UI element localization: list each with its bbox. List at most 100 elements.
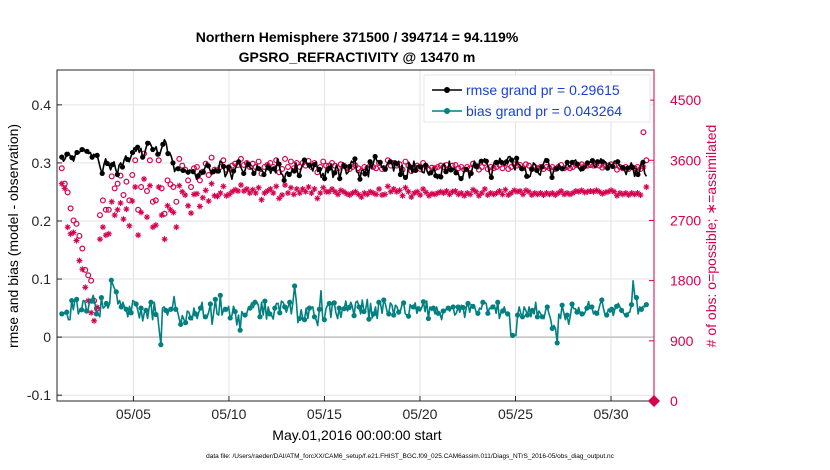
- rmse-point: [190, 169, 196, 175]
- bias-point: [272, 305, 278, 311]
- rmse-point: [508, 157, 515, 163]
- obs-assimilated-point: [258, 196, 265, 203]
- rmse-point: [84, 148, 90, 154]
- rmse-point: [357, 176, 363, 182]
- bias-point: [455, 304, 461, 310]
- rmse-point: [463, 166, 469, 172]
- bias-point: [192, 311, 199, 317]
- bias-point: [207, 301, 213, 307]
- y2-tick-label: 2700: [670, 212, 701, 228]
- y-tick-label: 0: [43, 329, 51, 345]
- rmse-point: [483, 158, 489, 164]
- bias-point: [83, 308, 90, 314]
- obs-assimilated-point: [625, 192, 632, 199]
- bias-point: [618, 307, 625, 314]
- obs-assimilated-point: [402, 184, 409, 191]
- obs-possible-point: [282, 155, 289, 162]
- bias-point: [465, 300, 471, 307]
- rmse-point: [301, 157, 307, 163]
- obs-assimilated-point: [519, 191, 526, 198]
- obs-assimilated-point: [120, 216, 127, 223]
- legend-rmse-label: rmse grand pr = 0.29615: [466, 82, 620, 98]
- rmse-point: [620, 164, 626, 171]
- obs-possible-point: [196, 177, 203, 184]
- bias-point: [420, 299, 427, 305]
- bias-point: [296, 315, 303, 322]
- bias-point: [153, 311, 159, 318]
- bias-point: [113, 289, 119, 295]
- bias-point: [638, 306, 645, 312]
- rmse-point: [524, 173, 530, 179]
- rmse-point: [165, 151, 171, 157]
- obs-assimilated-point: [243, 186, 250, 193]
- obs-assimilated-point: [185, 202, 192, 209]
- obs-possible-point: [79, 245, 86, 252]
- rmse-point: [412, 167, 419, 174]
- obs-possible-point: [164, 177, 171, 184]
- obs-possible-point: [255, 158, 262, 165]
- bias-point: [623, 312, 630, 318]
- bias-point: [564, 312, 570, 318]
- obs-possible-point: [170, 184, 177, 191]
- rmse-point: [615, 159, 621, 165]
- obs-possible-point: [70, 217, 77, 224]
- bias-point: [64, 309, 70, 315]
- rmse-point: [316, 166, 323, 172]
- obs-assimilated-point: [376, 186, 383, 193]
- rmse-point: [468, 170, 474, 176]
- x-tick-label: 05/30: [593, 406, 628, 422]
- rmse-point: [377, 159, 383, 165]
- bias-point: [88, 298, 95, 304]
- obs-assimilated-point: [373, 191, 380, 198]
- obs-assimilated-point: [173, 224, 180, 231]
- bias-point: [628, 302, 635, 308]
- bias-point: [168, 306, 174, 312]
- rmse-point: [225, 164, 232, 170]
- obs-assimilated-point: [82, 284, 89, 291]
- bias-point: [643, 302, 649, 308]
- rmse-point: [79, 146, 85, 153]
- obs-assimilated-point: [408, 194, 415, 201]
- bias-point: [529, 307, 536, 314]
- obs-assimilated-point: [105, 230, 112, 237]
- obs-possible-point: [284, 163, 291, 170]
- obs-assimilated-point: [152, 222, 159, 229]
- obs-assimilated-point: [64, 224, 71, 231]
- rmse-point: [195, 173, 201, 179]
- obs-assimilated-point: [405, 188, 412, 195]
- obs-assimilated-point: [273, 183, 280, 190]
- obs-possible-point: [522, 161, 529, 168]
- obs-assimilated-point: [208, 180, 215, 187]
- obs-possible-point: [96, 212, 103, 219]
- bias-point: [232, 308, 238, 315]
- data-file-caption: data file: /Users/raeder/DAI/ATM_forcXX/…: [206, 453, 615, 460]
- obs-assimilated-point: [99, 224, 106, 231]
- rmse-point: [443, 169, 449, 175]
- obs-assimilated-point: [317, 190, 324, 197]
- obs-assimilated-point: [170, 209, 177, 216]
- obs-assimilated-point: [161, 236, 168, 243]
- rmse-point: [605, 165, 611, 171]
- obs-possible-point: [114, 180, 121, 187]
- obs-assimilated-point: [461, 192, 468, 199]
- rmse-point: [407, 164, 414, 170]
- rmse-point: [236, 159, 242, 165]
- legend-box: [423, 74, 651, 123]
- bias-point: [450, 304, 456, 310]
- bias-point: [539, 314, 545, 320]
- obs-possible-point: [173, 198, 180, 205]
- obs-assimilated-point: [290, 191, 297, 198]
- rmse-point: [579, 166, 585, 172]
- obs-possible-point: [67, 205, 74, 212]
- bias-point: [391, 312, 397, 318]
- bias-point: [138, 305, 144, 311]
- y2-axis-label: # of obs: o=possible; ∗=assimilated: [703, 125, 719, 348]
- rmse-point: [387, 159, 393, 165]
- obs-assimilated-point: [129, 198, 136, 205]
- rmse-point: [635, 171, 641, 178]
- bias-point: [594, 310, 600, 316]
- bias-point: [282, 304, 288, 310]
- obs-assimilated-point: [205, 198, 212, 205]
- rmse-point: [170, 160, 176, 166]
